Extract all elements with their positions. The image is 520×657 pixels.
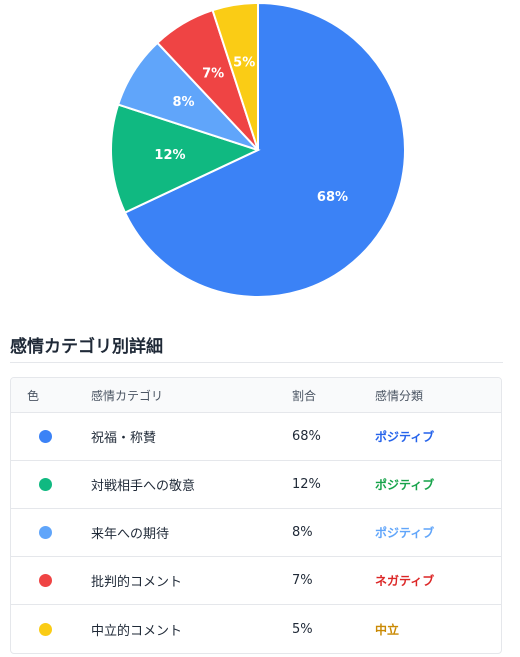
title-divider [10,362,503,363]
row-ratio: 7% [292,573,313,588]
row-category: 祝福・称賛 [91,431,157,446]
section-title: 感情カテゴリ別詳細 [10,337,163,357]
row-type: ポジティブ [375,478,435,492]
table-row: 中立的コメント 5% 中立 [11,605,501,653]
header-type: 感情分類 [375,388,424,403]
pie-slice-1 [110,103,261,214]
pie-slice-label: 7% [202,67,224,82]
table-row: 祝福・称賛 68% ポジティブ [11,413,501,461]
details-table: 色 感情カテゴリ 割合 感情分類 祝福・称賛 68% ポジティブ 対戦相手への敬… [10,377,502,654]
row-type: ポジティブ [375,526,435,540]
pie-slice-label: 8% [172,95,194,110]
row-ratio: 12% [292,477,321,492]
color-dot [39,622,52,636]
pie-slice-0 [123,1,406,298]
row-type: 中立 [375,622,400,637]
table-row: 来年への期待 8% ポジティブ [11,509,501,557]
row-ratio: 5% [292,621,313,637]
table-row: 批判的コメント 7% ネガティブ [11,557,501,605]
row-category: 批判的コメント [91,575,183,590]
row-ratio: 8% [292,525,313,540]
header-category: 感情カテゴリ [91,388,164,403]
pie-slice-label: 12% [154,148,185,163]
pie-slice-label: 68% [317,190,348,205]
row-ratio: 68% [292,429,321,444]
header-color: 色 [27,388,40,403]
table-row: 対戦相手への敬意 12% ポジティブ [11,461,501,509]
color-dot [39,526,52,539]
pie-slice-label: 5% [233,55,255,70]
row-type: ポジティブ [375,430,435,444]
header-ratio: 割合 [292,388,317,403]
row-category: 中立的コメント [91,623,183,639]
pie-chart: 68% 12% 8% 7% 5% [110,1,406,298]
row-category: 来年への期待 [91,527,170,542]
color-dot [39,430,52,443]
color-dot [39,574,52,587]
row-type: ネガティブ [375,574,435,588]
color-dot [39,478,52,491]
row-category: 対戦相手への敬意 [91,479,196,494]
pie-slice-4 [211,1,259,151]
table-header: 色 感情カテゴリ 割合 感情分類 [11,378,501,413]
pie-chart-container: 68% 12% 8% 7% 5% [0,0,520,310]
